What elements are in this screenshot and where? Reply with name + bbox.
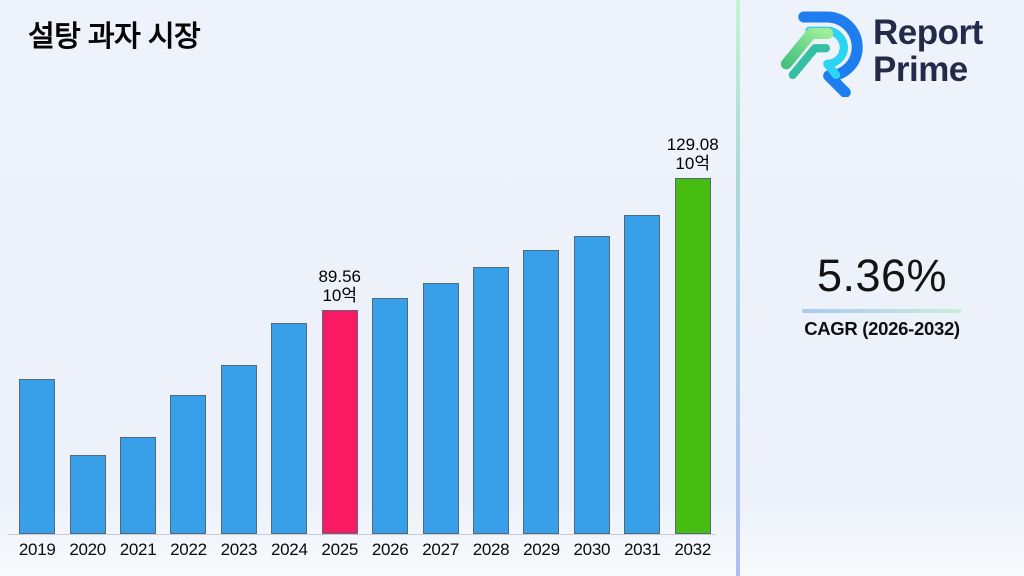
x-tick-label: 2025 [321,540,359,559]
x-tick-label: 2027 [422,540,459,559]
bar-column [62,134,112,534]
bar-2031 [624,215,661,534]
bar-column [617,134,667,534]
annotation-value: 89.56 [318,266,362,286]
bar-column [365,134,415,534]
bar-column [12,134,62,534]
bar-column [264,134,314,534]
bar-2020 [69,455,106,534]
cagr-underline [802,309,962,313]
bar-column [466,134,516,534]
x-tick-label: 2028 [472,540,510,559]
cagr-block: 5.36% CAGR (2026-2032) [740,250,1024,340]
x-tick-label: 2030 [573,540,611,559]
bar-2025 [321,310,358,534]
brand-name: Report Prime [873,12,983,89]
x-tick-label: 2022 [170,540,207,559]
brand-word-report: Report [873,12,983,52]
page-title: 설탕 과자 시장 [28,21,201,53]
bar-2026 [372,298,409,534]
bar-2028 [473,267,509,534]
bar-column [567,134,617,534]
bar-2024 [271,323,308,534]
x-tick-label: 2020 [69,540,106,559]
x-tick-label: 2023 [220,540,258,559]
x-tick-label: 2031 [623,540,661,559]
bar-2027 [422,283,459,534]
cagr-value: 5.36% [816,250,948,301]
annotation-unit: 10억 [675,153,710,173]
bar-2029 [523,250,560,534]
bar-column [516,134,566,534]
brand-logo: Report Prime [779,5,983,97]
x-tick-label: 2021 [119,540,157,559]
brand-word-prime: Prime [873,50,968,89]
bar-2021 [120,437,157,534]
bar-column [113,134,163,534]
x-tick-label: 2026 [371,540,409,559]
bar-chart: 89.56 10억 129.08 10억 [12,134,719,534]
bar-2019 [19,379,56,534]
bar-annotation: 129.08 10억 [652,135,733,173]
x-tick-label: 2029 [523,540,560,559]
x-axis-line [8,534,716,535]
bar-annotation: 89.56 10억 [299,267,380,305]
cagr-label: CAGR (2026-2032) [804,318,960,339]
bar-column: 89.56 10억 [315,134,365,534]
annotation-value: 129.08 [666,134,719,154]
x-axis-labels: 2019 2020 2021 2022 2023 2024 2025 2026 2027 2028… [12,540,718,560]
bar-2030 [573,236,610,534]
bar-column: 129.08 10억 [667,134,719,534]
bar-column [214,134,264,534]
bar-2022 [170,395,207,534]
x-tick-label: 2032 [674,540,711,559]
x-tick-label: 2024 [271,540,308,559]
divider-line [736,0,740,576]
bar-2023 [220,365,257,534]
annotation-unit: 10억 [322,285,358,305]
bar-2032 [674,178,711,534]
report-prime-logo-icon [780,11,863,97]
bar-column [415,134,465,534]
bar-column [163,134,213,534]
x-tick-label: 2019 [18,540,56,559]
